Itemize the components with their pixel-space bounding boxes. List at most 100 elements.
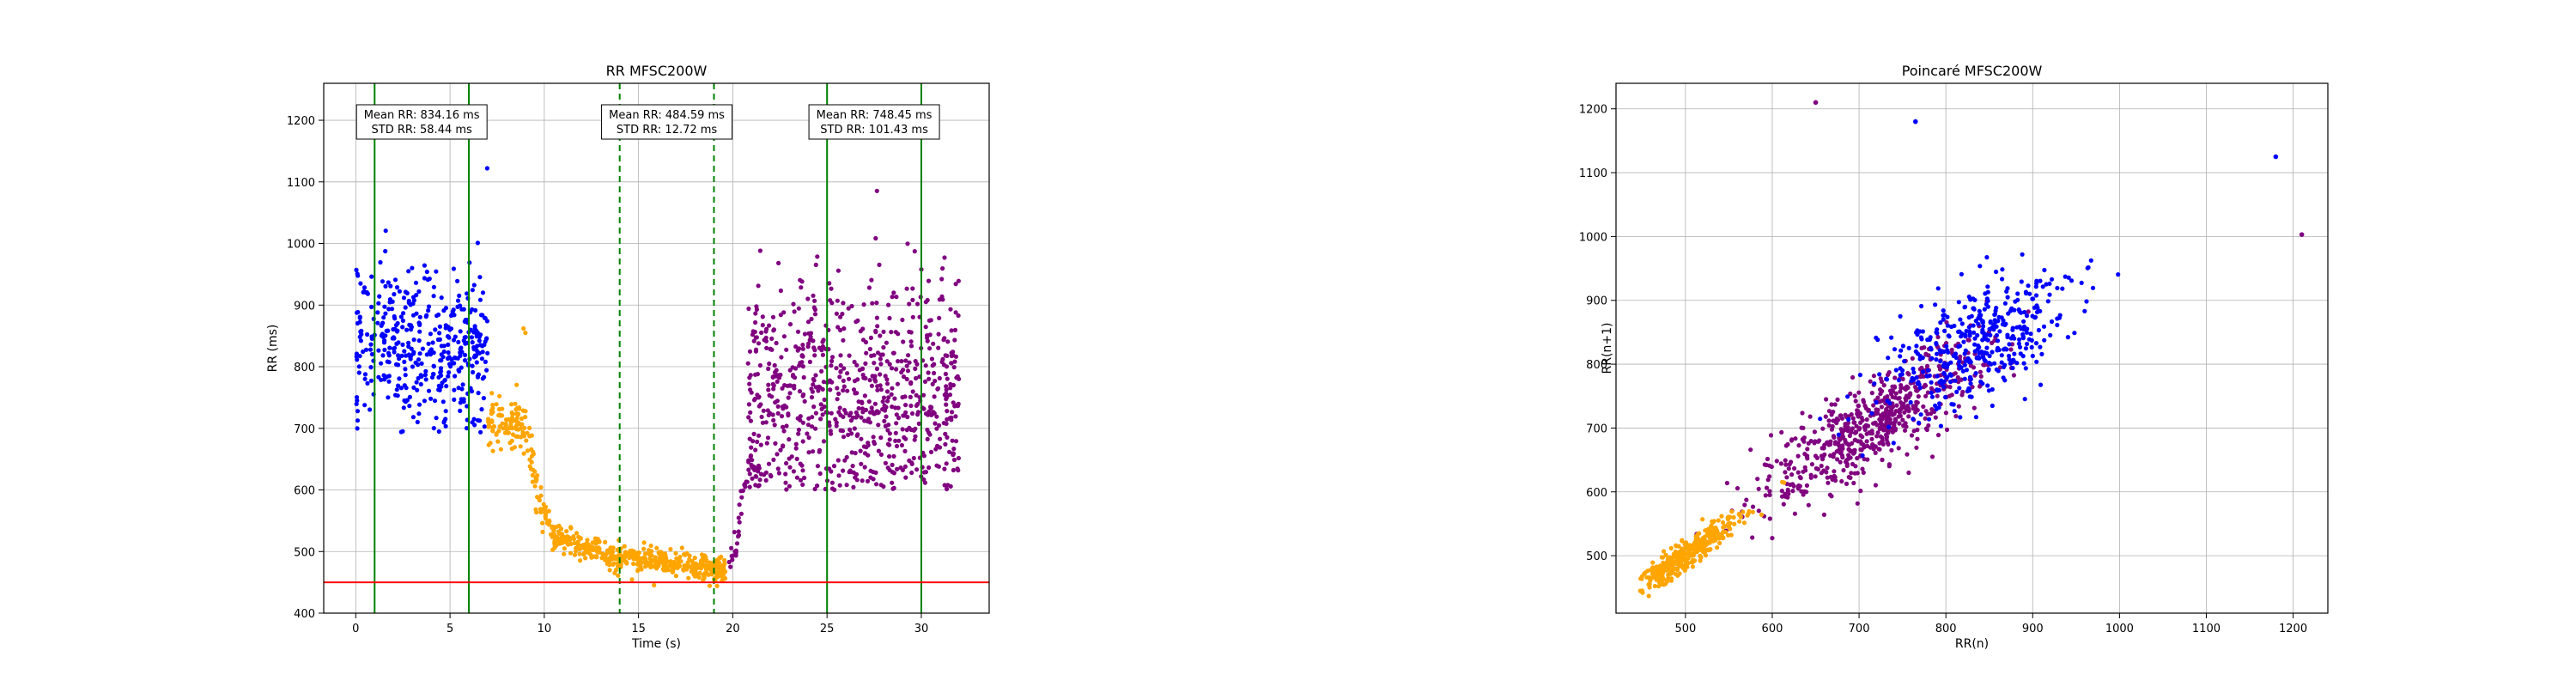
poincare-point	[1702, 546, 1707, 551]
rr-point-exercise	[521, 451, 526, 456]
rr-point-rest	[426, 304, 432, 309]
rr-point-recovery	[750, 439, 756, 444]
poincare-point	[1881, 383, 1886, 388]
rr-point-exercise	[540, 529, 545, 535]
poincare-points	[1637, 100, 2305, 599]
rr-point-recovery	[923, 363, 928, 368]
rr-point-recovery	[909, 410, 915, 416]
poincare-point	[1959, 271, 1964, 277]
poincare-point	[1934, 330, 1939, 335]
rr-point-recovery	[869, 405, 874, 410]
rr-point-rest	[392, 326, 398, 331]
poincare-point	[1979, 350, 1984, 355]
rr-point-recovery	[845, 371, 850, 376]
rr-point-rest	[460, 382, 465, 387]
poincare-point	[1994, 332, 1999, 338]
rr-point-recovery	[766, 387, 771, 392]
rr-point-recovery	[866, 285, 872, 290]
rr-point-exercise	[572, 552, 578, 557]
rr-point-recovery	[834, 423, 839, 429]
rr-point-recovery	[759, 330, 764, 335]
rr-point-recovery	[945, 416, 950, 422]
poincare-point	[1968, 376, 1973, 382]
rr-point-recovery	[885, 428, 890, 433]
rr-point-recovery	[844, 454, 849, 460]
poincare-point	[1898, 413, 1903, 418]
rr-point-rest	[387, 300, 392, 305]
rr-stats-box	[355, 104, 488, 140]
poincare-point	[1700, 517, 1705, 522]
rr-point-recovery	[729, 545, 734, 550]
rr-point-recovery	[799, 285, 804, 290]
poincare-point	[1929, 386, 1934, 391]
rr-point-rest	[402, 359, 407, 364]
rr-point-exercise	[532, 483, 538, 489]
rr-point-recovery	[941, 421, 946, 426]
rr-point-recovery	[904, 376, 909, 382]
rr-point-recovery	[772, 423, 777, 428]
poincare-point	[1929, 394, 1935, 399]
poincare-point	[1978, 374, 1984, 379]
rr-point-recovery	[817, 471, 823, 477]
poincare-point	[1904, 393, 1909, 398]
poincare-point	[1996, 368, 2001, 374]
rr-point-rest	[452, 387, 457, 392]
poincare-point	[1949, 402, 1954, 407]
rr-point-recovery	[865, 478, 871, 483]
poincare-point	[1807, 414, 1813, 419]
poincare-point	[1893, 375, 1898, 380]
rr-point-recovery	[780, 386, 785, 391]
rr-point-recovery	[817, 447, 823, 453]
rr-point-exercise	[696, 575, 702, 581]
rr-point-exercise	[513, 411, 519, 416]
poincare-point	[1966, 315, 1971, 320]
rr-point-rest	[458, 350, 463, 356]
poincare-point	[1929, 411, 1934, 416]
rr-point-exercise	[527, 425, 532, 430]
poincare-point	[1826, 442, 1832, 447]
poincare-point	[1809, 462, 1814, 467]
rr-point-recovery	[766, 461, 772, 466]
poincare-point	[1850, 416, 1856, 421]
poincare-point	[1813, 453, 1819, 459]
rr-point-recovery	[776, 260, 781, 265]
poincare-point	[1906, 470, 1911, 476]
poincare-point	[1978, 369, 1983, 374]
rr-point-recovery	[771, 383, 776, 388]
rr-point-recovery	[855, 413, 860, 418]
poincare-point	[1865, 423, 1871, 429]
rr-point-exercise	[510, 412, 515, 417]
poincare-point	[1822, 442, 1827, 447]
rr-point-rest	[439, 352, 444, 357]
rr-point-rest	[458, 329, 463, 334]
poincare-point	[1861, 470, 1866, 476]
rr-point-rest	[383, 374, 389, 380]
rr-point-recovery	[931, 341, 936, 346]
poincare-point	[1836, 432, 1841, 437]
poincare-point	[1960, 368, 1965, 374]
poincare-point	[1664, 560, 1669, 565]
rr-point-rest	[484, 368, 489, 373]
rr-point-recovery	[944, 384, 949, 389]
rr-point-recovery	[861, 444, 867, 449]
poincare-point	[1947, 385, 1953, 390]
rr-point-exercise	[635, 562, 641, 567]
poincare-point	[1899, 383, 1904, 388]
rr-point-recovery	[850, 415, 856, 420]
rr-point-recovery	[800, 346, 805, 351]
rr-point-recovery	[821, 337, 826, 343]
poincare-point	[1829, 412, 1834, 417]
rr-point-exercise	[596, 538, 601, 543]
rr-point-rest	[476, 391, 481, 396]
rr-point-recovery	[793, 344, 799, 350]
poincare-point	[1792, 511, 1797, 516]
poincare-point	[1698, 558, 1703, 563]
poincare-point	[1666, 575, 1671, 581]
rr-point-recovery	[951, 447, 957, 452]
rr-point-exercise	[607, 562, 612, 568]
poincare-point	[1661, 560, 1666, 566]
rr-point-rest	[376, 301, 381, 306]
poincare-point	[1798, 476, 1803, 481]
rr-point-recovery	[728, 564, 733, 569]
